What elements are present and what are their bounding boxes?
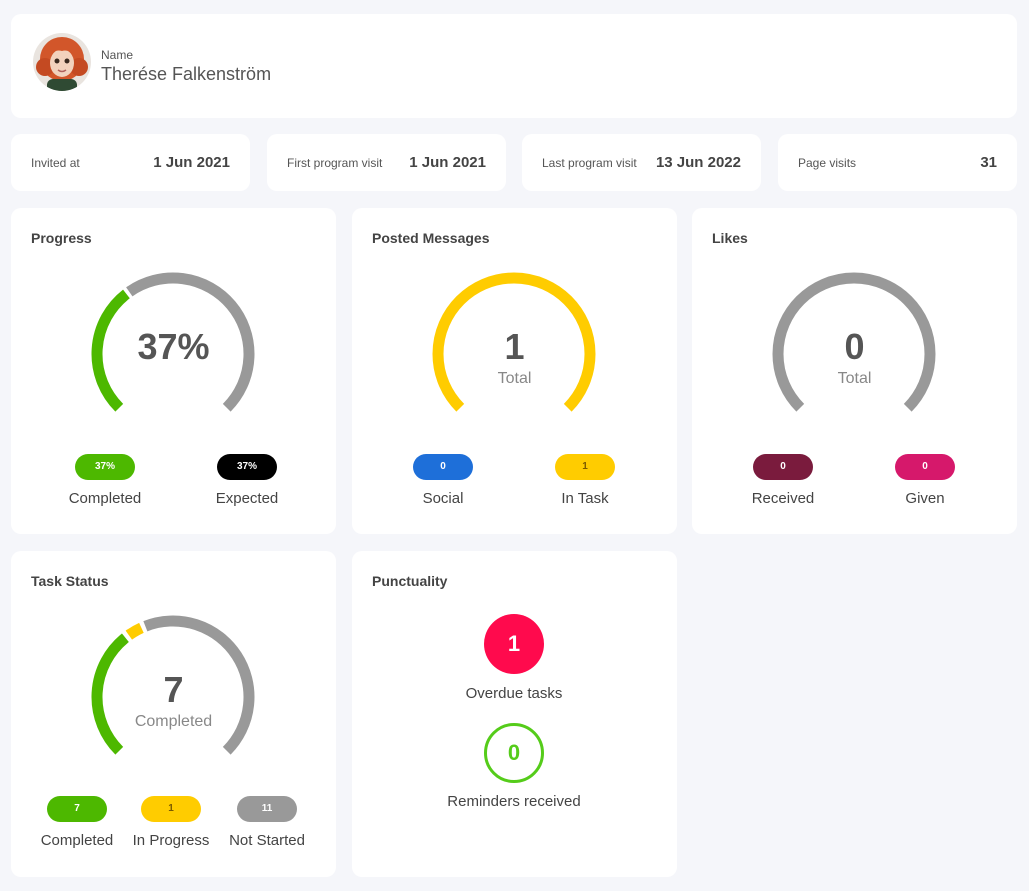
gauge-fill-not-started (143, 615, 255, 755)
profile-card: Name Therése Falkenström (11, 14, 1017, 118)
stat-value: 13 Jun 2022 (655, 154, 741, 171)
in-task-pill: 1 (555, 454, 615, 480)
stat-value: 31 (980, 154, 997, 171)
not-started-label: Not Started (229, 832, 305, 849)
user-name: Therése Falkenström (101, 64, 272, 84)
gauge-track (772, 272, 936, 412)
gauge-fill-completed (91, 633, 129, 755)
stat-invited-at: Invited at 1 Jun 2021 (11, 134, 250, 191)
completed-pill: 37% (75, 454, 135, 480)
likes-widget: Likes 0 Total 0 Received 0 Given (692, 208, 1017, 534)
stat-value: 1 Jun 2021 (153, 154, 230, 171)
in-task-label: In Task (561, 490, 609, 507)
stat-page-visits: Page visits 31 (778, 134, 1017, 191)
in-progress-pill: 1 (141, 796, 201, 822)
progress-widget: Progress 37% 37% Completed 37% Expected (11, 208, 336, 534)
avatar (33, 33, 91, 91)
stat-label: Page visits (798, 156, 857, 170)
widget-title: Progress (31, 230, 92, 246)
task-status-gauge (91, 615, 255, 755)
likes-total-label: Total (837, 370, 872, 387)
messages-total: 1 (504, 326, 525, 367)
widget-title: Posted Messages (372, 230, 490, 246)
widget-title: Likes (712, 230, 748, 246)
posted-messages-widget: Posted Messages 1 Total 0 Social 1 In Ta… (352, 208, 677, 534)
overdue-tasks-label: Overdue tasks (465, 685, 563, 702)
reminders-count: 0 (484, 723, 544, 783)
tasks-total: 7 (163, 669, 184, 710)
expected-pill: 37% (217, 454, 277, 480)
stat-first-visit: First program visit 1 Jun 2021 (267, 134, 506, 191)
stat-last-visit: Last program visit 13 Jun 2022 (522, 134, 761, 191)
not-started-pill: 11 (237, 796, 297, 822)
task-status-widget: Task Status 7 Completed 7 Completed 1 In… (11, 551, 336, 877)
likes-total: 0 (844, 326, 865, 367)
progress-percent: 37% (137, 326, 210, 367)
received-label: Received (751, 490, 815, 507)
name-label: Name (101, 48, 134, 62)
gauge-track (126, 272, 255, 412)
received-pill: 0 (753, 454, 813, 480)
social-label: Social (422, 490, 464, 507)
stat-value: 1 Jun 2021 (409, 154, 486, 171)
stat-label: Invited at (31, 156, 80, 170)
given-label: Given (905, 490, 945, 507)
likes-gauge (772, 272, 936, 412)
completed-label: Completed (40, 832, 114, 849)
messages-total-label: Total (497, 370, 532, 387)
given-pill: 0 (895, 454, 955, 480)
stat-label: First program visit (287, 156, 383, 170)
expected-label: Expected (215, 490, 279, 507)
progress-gauge (91, 272, 255, 412)
completed-pill: 7 (47, 796, 107, 822)
tasks-total-label: Completed (134, 713, 213, 730)
avatar-image (33, 33, 91, 91)
completed-label: Completed (68, 490, 142, 507)
stat-label: Last program visit (542, 156, 637, 170)
reminders-label: Reminders received (447, 793, 581, 810)
punctuality-widget: Punctuality 1 Overdue tasks 0 Reminders … (352, 551, 677, 877)
in-progress-label: In Progress (132, 832, 210, 849)
gauge-fill-in-progress (125, 622, 144, 640)
messages-gauge (432, 272, 596, 412)
widget-title: Punctuality (372, 573, 448, 589)
social-pill: 0 (413, 454, 473, 480)
gauge-fill-completed (91, 289, 130, 412)
gauge-fill-total (432, 272, 596, 412)
overdue-tasks-count: 1 (484, 614, 544, 674)
widget-title: Task Status (31, 573, 109, 589)
